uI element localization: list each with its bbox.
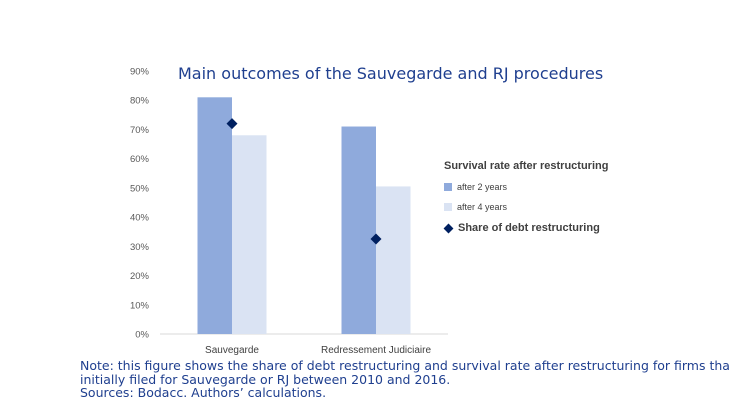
note-line-1: Note: this figure shows the share of deb… — [80, 358, 730, 373]
chart-title: Main outcomes of the Sauvegarde and RJ p… — [178, 64, 604, 83]
legend-item-debt-restructuring: Share of debt restructuring — [443, 222, 634, 234]
y-tick-label: 20% — [130, 271, 150, 282]
bar-after-2-years-sauvegarde — [197, 97, 232, 334]
y-tick-label: 80% — [130, 96, 150, 107]
x-tick-label-sauvegarde: Sauvegarde — [205, 345, 259, 356]
y-tick-label: 40% — [130, 213, 150, 224]
x-tick-label-redressement-judiciaire: Redressement Judiciaire — [321, 345, 431, 356]
note-line-3: Sources: Bodacc. Authors’ calculations. — [80, 385, 327, 400]
y-tick-label: 70% — [130, 125, 150, 136]
bar-after-4-years-sauvegarde — [232, 135, 267, 334]
legend-item-after-2-years: after 2 years — [444, 182, 634, 192]
legend-label-after-2-years: after 2 years — [457, 182, 508, 192]
y-tick-label: 50% — [130, 183, 150, 194]
y-tick-label: 90% — [130, 67, 150, 78]
y-tick-label: 60% — [130, 154, 150, 165]
y-tick-label: 0% — [135, 330, 149, 341]
bar-after-4-years-redressement-judiciaire — [376, 186, 411, 334]
y-tick-label: 10% — [130, 300, 150, 311]
legend-swatch-after-2-years — [444, 183, 452, 191]
legend-label-after-4-years: after 4 years — [457, 202, 508, 212]
bar-after-2-years-redressement-judiciaire — [341, 126, 376, 335]
marker-share-of-debt-restructuring-redressement-judiciaire — [370, 233, 382, 245]
y-tick-label: 30% — [130, 242, 150, 253]
legend-title: Survival rate after restructuring — [444, 160, 609, 172]
marker-share-of-debt-restructuring-sauvegarde — [226, 118, 238, 130]
note-line-2: initially filed for Sauvegarde or RJ bet… — [80, 371, 451, 387]
note: Note: this figure shows the share of deb… — [80, 358, 730, 400]
legend: Survival rate after restructuring after … — [443, 160, 634, 244]
legend-item-after-4-years: after 4 years — [444, 202, 634, 212]
legend-swatch-after-4-years — [444, 203, 452, 211]
legend-diamond-icon — [443, 223, 454, 233]
legend-label-debt-restructuring: Share of debt restructuring — [458, 222, 600, 234]
